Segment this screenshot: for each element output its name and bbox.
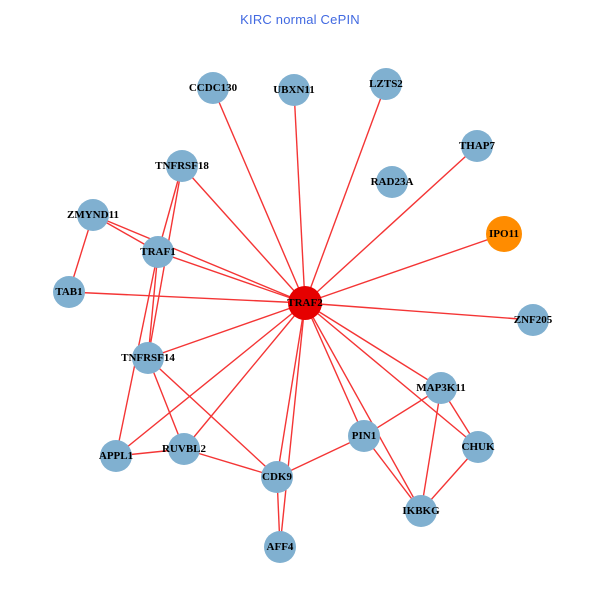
edge <box>304 302 534 321</box>
edge <box>147 302 306 359</box>
graph-node-zmynd11[interactable] <box>77 199 109 231</box>
edge <box>304 83 387 304</box>
graph-node-pin1[interactable] <box>348 420 380 452</box>
graph-node-map3k11[interactable] <box>425 372 457 404</box>
edge <box>304 145 478 304</box>
edge <box>68 291 306 304</box>
edge <box>276 435 365 478</box>
edge <box>279 302 306 548</box>
page-title: KIRC normal CePIN <box>240 12 360 27</box>
edge <box>183 302 306 450</box>
graph-node-cdk9[interactable] <box>261 461 293 493</box>
edge <box>304 302 479 448</box>
graph-node-tab1[interactable] <box>53 276 85 308</box>
node-layer <box>53 68 549 563</box>
graph-node-chuk[interactable] <box>462 431 494 463</box>
graph-node-aff4[interactable] <box>264 531 296 563</box>
graph-node-ruvbl2[interactable] <box>168 433 200 465</box>
edge <box>276 302 306 478</box>
edge <box>157 251 306 304</box>
graph-node-rad23a[interactable] <box>376 166 408 198</box>
edge <box>147 251 159 359</box>
edge <box>183 448 278 478</box>
graph-node-lzts2[interactable] <box>370 68 402 100</box>
edge <box>304 302 422 512</box>
graph-node-traf1[interactable] <box>142 236 174 268</box>
edge <box>304 302 365 437</box>
graph-node-ubxn11[interactable] <box>278 74 310 106</box>
edge <box>92 214 306 304</box>
edge <box>181 165 306 304</box>
edge <box>212 87 306 304</box>
edge <box>420 387 442 512</box>
graph-node-ikbkg[interactable] <box>405 495 437 527</box>
edge <box>147 357 185 450</box>
edge <box>147 357 278 478</box>
graph-node-tnfrsf14[interactable] <box>132 342 164 374</box>
graph-node-tnfrsf18[interactable] <box>166 150 198 182</box>
edge <box>115 302 306 457</box>
graph-node-appl1[interactable] <box>100 440 132 472</box>
edge <box>304 302 442 389</box>
graph-node-znf205[interactable] <box>517 304 549 336</box>
graph-node-ipo11[interactable] <box>486 216 522 252</box>
edge <box>304 233 505 304</box>
graph-node-thap7[interactable] <box>461 130 493 162</box>
graph-node-ccdc130[interactable] <box>197 72 229 104</box>
graph-node-traf2[interactable] <box>288 286 322 320</box>
edge <box>293 89 306 304</box>
